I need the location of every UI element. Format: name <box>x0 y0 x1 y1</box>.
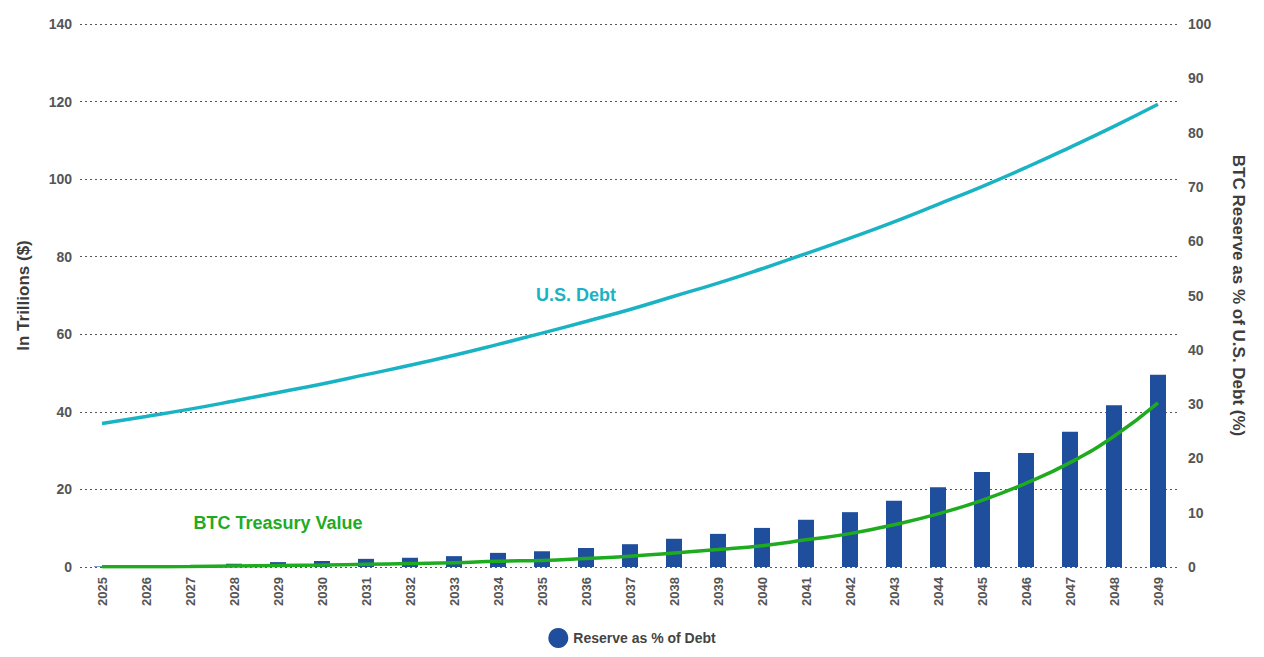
svg-text:2040: 2040 <box>755 577 770 606</box>
svg-text:50: 50 <box>1188 288 1204 304</box>
svg-text:2038: 2038 <box>667 577 682 606</box>
svg-text:2041: 2041 <box>799 577 814 606</box>
svg-text:30: 30 <box>1188 396 1204 412</box>
svg-text:40: 40 <box>1188 342 1204 358</box>
svg-text:2034: 2034 <box>491 576 506 606</box>
svg-text:2036: 2036 <box>579 577 594 606</box>
svg-text:2027: 2027 <box>183 577 198 606</box>
svg-text:2039: 2039 <box>711 577 726 606</box>
svg-text:In Trillions ($): In Trillions ($) <box>14 240 33 351</box>
svg-text:2048: 2048 <box>1107 577 1122 606</box>
svg-text:U.S. Debt: U.S. Debt <box>536 285 616 305</box>
svg-text:100: 100 <box>1188 16 1212 32</box>
svg-text:2029: 2029 <box>271 577 286 606</box>
svg-text:2043: 2043 <box>887 577 902 606</box>
svg-text:20: 20 <box>1188 450 1204 466</box>
svg-text:2046: 2046 <box>1019 577 1034 606</box>
svg-text:80: 80 <box>1188 125 1204 141</box>
svg-text:120: 120 <box>49 94 73 110</box>
svg-text:2045: 2045 <box>975 577 990 606</box>
svg-text:80: 80 <box>56 249 72 265</box>
svg-text:2028: 2028 <box>227 577 242 606</box>
svg-text:70: 70 <box>1188 179 1204 195</box>
svg-text:40: 40 <box>56 404 72 420</box>
svg-text:0: 0 <box>1188 559 1196 575</box>
svg-text:2037: 2037 <box>623 577 638 606</box>
svg-text:2032: 2032 <box>403 577 418 606</box>
svg-text:2026: 2026 <box>139 577 154 606</box>
svg-text:BTC Reserve as % of U.S. Debt: BTC Reserve as % of U.S. Debt (%) <box>1229 155 1248 437</box>
svg-text:2035: 2035 <box>535 577 550 606</box>
svg-text:2044: 2044 <box>931 576 946 606</box>
svg-text:BTC Treasury Value: BTC Treasury Value <box>193 513 362 533</box>
svg-text:60: 60 <box>56 326 72 342</box>
svg-text:2031: 2031 <box>359 577 374 606</box>
svg-text:2025: 2025 <box>95 577 110 606</box>
svg-text:90: 90 <box>1188 70 1204 86</box>
svg-text:Reserve as % of Debt: Reserve as % of Debt <box>573 630 716 646</box>
svg-text:100: 100 <box>49 171 73 187</box>
svg-text:2033: 2033 <box>447 577 462 606</box>
svg-text:0: 0 <box>64 559 72 575</box>
svg-text:140: 140 <box>49 16 73 32</box>
svg-text:10: 10 <box>1188 505 1204 521</box>
svg-text:60: 60 <box>1188 233 1204 249</box>
svg-text:2030: 2030 <box>315 577 330 606</box>
svg-text:20: 20 <box>56 481 72 497</box>
svg-text:2042: 2042 <box>843 577 858 606</box>
svg-text:2047: 2047 <box>1063 577 1078 606</box>
svg-text:2049: 2049 <box>1151 577 1166 606</box>
